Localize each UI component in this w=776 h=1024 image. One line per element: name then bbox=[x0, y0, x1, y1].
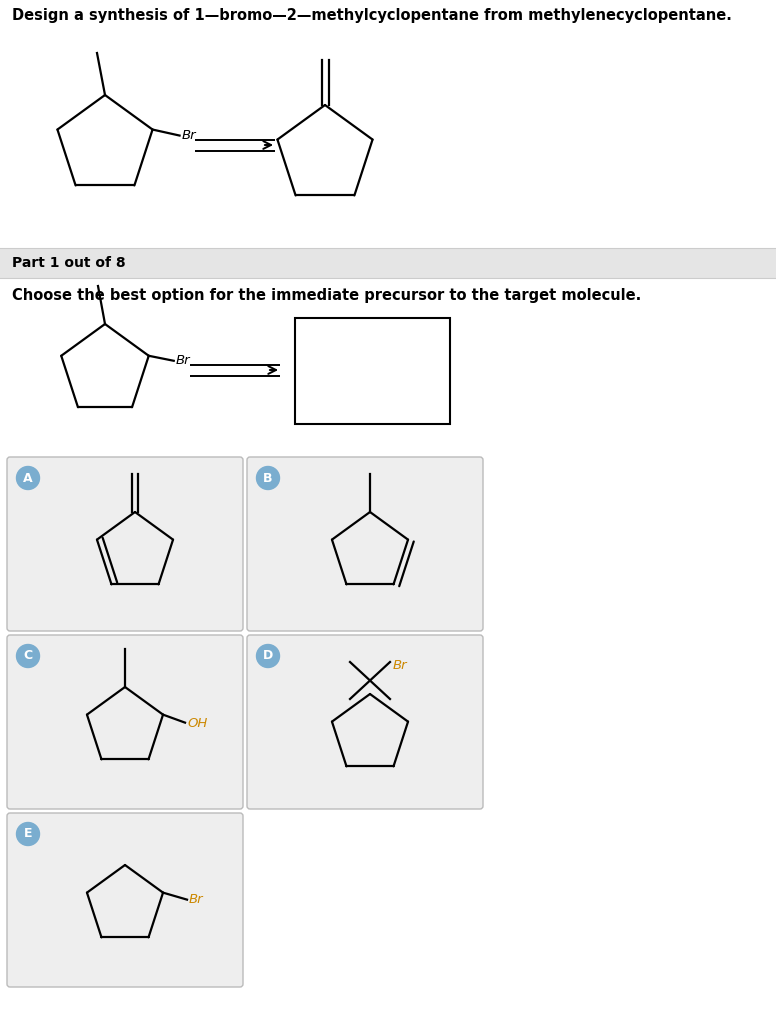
FancyBboxPatch shape bbox=[7, 635, 243, 809]
Text: Part 1 out of 8: Part 1 out of 8 bbox=[12, 256, 126, 270]
Text: Br: Br bbox=[182, 129, 196, 142]
Text: D: D bbox=[263, 649, 273, 663]
Bar bbox=[295, 318, 450, 424]
Text: Choose the best option for the immediate precursor to the target molecule.: Choose the best option for the immediate… bbox=[12, 288, 641, 303]
Text: A: A bbox=[23, 471, 33, 484]
Text: Br: Br bbox=[393, 659, 407, 673]
Text: Br: Br bbox=[189, 893, 203, 906]
Circle shape bbox=[257, 644, 279, 668]
Text: E: E bbox=[24, 827, 33, 841]
Text: Design a synthesis of 1—bromo—2—methylcyclopentane from methylenecyclopentane.: Design a synthesis of 1—bromo—2—methylcy… bbox=[12, 8, 732, 23]
Text: B: B bbox=[263, 471, 272, 484]
FancyBboxPatch shape bbox=[247, 635, 483, 809]
Circle shape bbox=[16, 644, 40, 668]
Bar bbox=[0, 248, 776, 278]
Circle shape bbox=[16, 467, 40, 489]
Text: Br: Br bbox=[175, 354, 190, 368]
Text: C: C bbox=[23, 649, 33, 663]
FancyBboxPatch shape bbox=[7, 457, 243, 631]
Circle shape bbox=[257, 467, 279, 489]
FancyBboxPatch shape bbox=[247, 457, 483, 631]
Circle shape bbox=[16, 822, 40, 846]
Text: OH: OH bbox=[187, 717, 207, 730]
FancyBboxPatch shape bbox=[7, 813, 243, 987]
